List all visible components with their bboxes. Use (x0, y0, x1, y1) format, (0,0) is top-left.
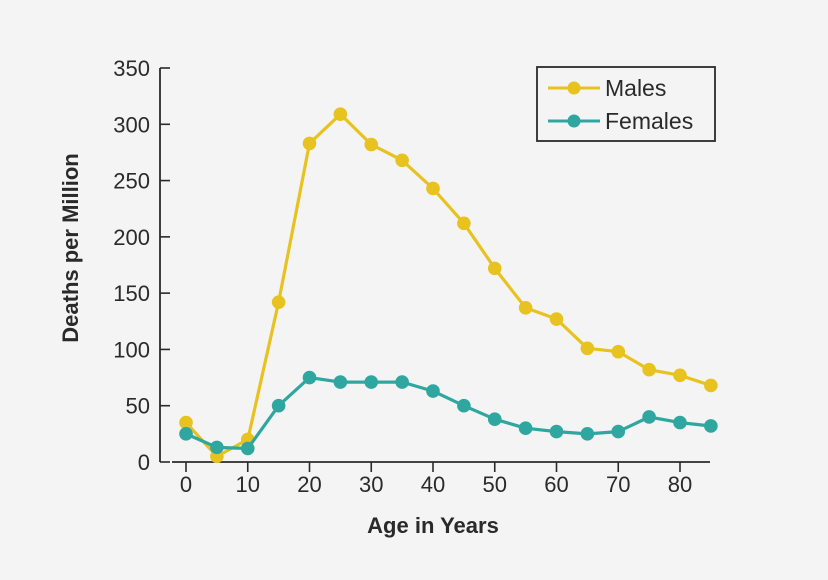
data-point-males (580, 341, 595, 356)
data-point-females (580, 427, 595, 441)
data-point-males (549, 312, 564, 326)
data-point-males (704, 378, 718, 393)
data-point-females (395, 375, 409, 389)
series-females (179, 370, 718, 456)
data-point-males (611, 344, 626, 359)
data-point-females (549, 424, 564, 439)
y-tick-label: 0 (138, 450, 150, 475)
data-point-males (487, 261, 502, 276)
data-point-males (518, 300, 533, 315)
data-point-males (302, 136, 317, 151)
series-line-females (185, 376, 712, 451)
x-tick-label: 30 (359, 472, 383, 497)
x-tick-label: 70 (606, 472, 630, 497)
data-point-females (210, 440, 224, 455)
data-point-females (240, 441, 255, 456)
x-tick-label: 80 (668, 472, 692, 497)
y-tick-label: 200 (113, 225, 150, 250)
x-tick-label: 20 (297, 472, 321, 497)
data-point-females (302, 370, 317, 385)
series-line-males (184, 112, 712, 458)
legend: Males Females (536, 66, 716, 142)
legend-label-males: Males (605, 75, 666, 101)
data-point-females (704, 419, 718, 433)
legend-box (536, 66, 716, 142)
data-point-males (179, 415, 193, 430)
data-point-females (518, 421, 533, 436)
data-point-males (271, 295, 286, 309)
data-point-females (271, 398, 286, 413)
y-tick-label: 50 (126, 394, 150, 419)
data-point-males (457, 216, 471, 231)
x-tick-label: 0 (180, 472, 192, 497)
data-point-females (673, 415, 687, 430)
data-point-males (642, 362, 656, 377)
data-point-females (457, 398, 471, 413)
legend-marker-females (567, 114, 581, 128)
legend-marker-males (567, 81, 581, 95)
y-tick-label: 150 (113, 281, 150, 306)
y-axis-title: Deaths per Million (58, 153, 83, 342)
data-point-males (333, 107, 348, 121)
x-tick-label: 40 (421, 472, 445, 497)
y-tick-label: 300 (113, 112, 150, 137)
x-axis-title: Age in Years (367, 513, 499, 538)
data-point-males (673, 368, 687, 383)
legend-label-females: Females (605, 108, 693, 134)
y-tick-label: 100 (113, 337, 150, 362)
x-tick-label: 10 (236, 472, 260, 497)
x-tick-label: 50 (483, 472, 507, 497)
data-point-males (426, 181, 440, 196)
axes: 0 50 100 150 200 250 300 350 0 10 20 30 40 50 60 70 80 (113, 56, 710, 497)
data-point-females (179, 427, 193, 441)
data-point-males (364, 137, 379, 152)
data-point-females (333, 375, 348, 389)
data-point-females (487, 412, 502, 427)
series-males (179, 107, 718, 464)
data-point-males (395, 153, 409, 168)
y-tick-label: 350 (113, 56, 150, 81)
data-point-females (426, 384, 440, 398)
x-tick-label: 60 (544, 472, 568, 497)
data-point-females (364, 375, 379, 389)
data-point-females (611, 424, 626, 439)
data-point-females (642, 410, 656, 424)
series-layer (179, 107, 718, 464)
y-tick-label: 250 (113, 169, 150, 194)
